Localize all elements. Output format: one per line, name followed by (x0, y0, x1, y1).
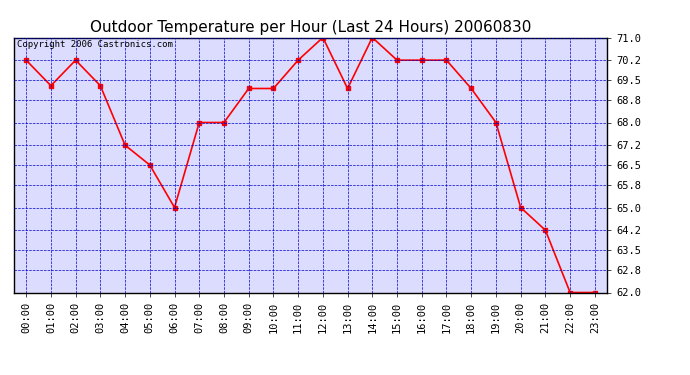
Text: Copyright 2006 Castronics.com: Copyright 2006 Castronics.com (17, 40, 172, 49)
Title: Outdoor Temperature per Hour (Last 24 Hours) 20060830: Outdoor Temperature per Hour (Last 24 Ho… (90, 20, 531, 35)
